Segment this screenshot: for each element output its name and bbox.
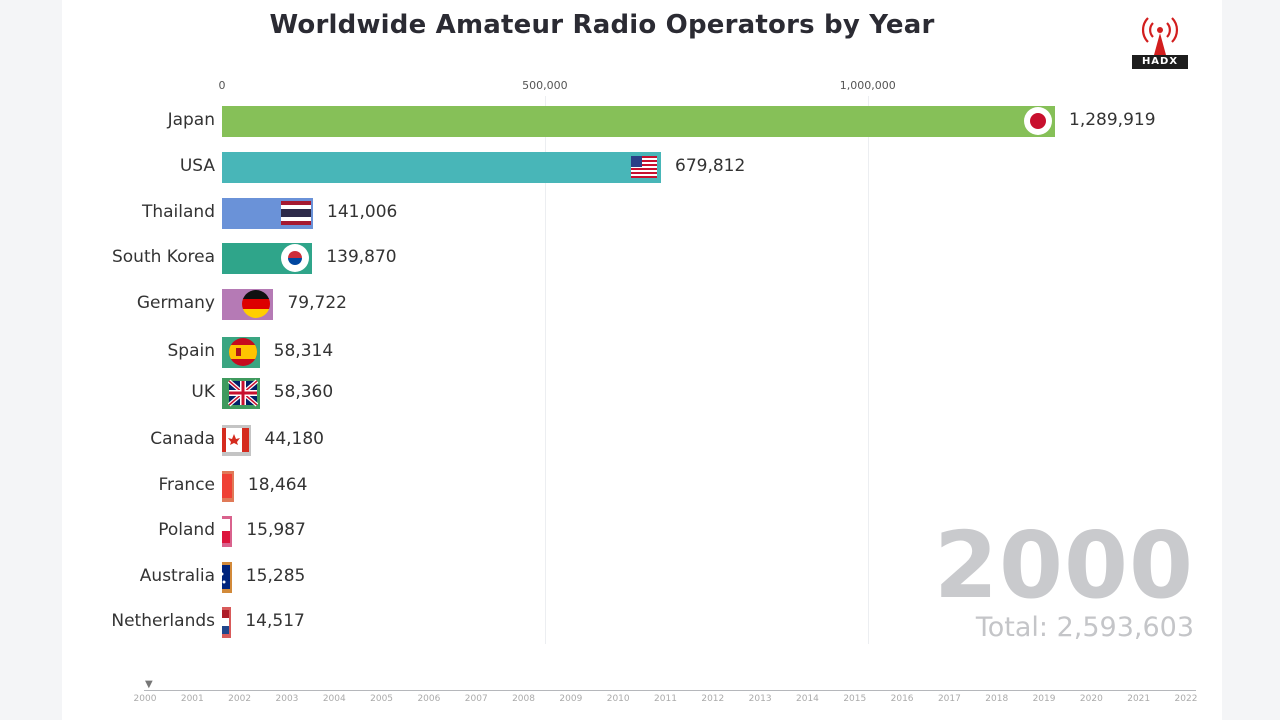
south-korea-flag-icon	[280, 243, 310, 273]
timeline-year-label[interactable]: 2008	[512, 694, 535, 704]
timeline-year-label[interactable]: 2000	[133, 694, 157, 704]
france-flag-icon	[222, 471, 232, 501]
gridline	[867, 96, 869, 644]
radio-tower-logo-icon	[1141, 17, 1179, 55]
timeline-year-label[interactable]: 2009	[559, 694, 583, 704]
x-tick-label: 1,000,000	[839, 79, 896, 92]
country-label: France	[158, 475, 215, 495]
timeline-year-label[interactable]: 2010	[606, 694, 630, 704]
country-label: South Korea	[111, 247, 215, 267]
value-label: 79,722	[287, 293, 347, 313]
country-label: Canada	[150, 429, 215, 449]
value-label: 58,360	[273, 382, 334, 402]
bar	[222, 562, 232, 593]
timeline-year-label[interactable]: 2018	[985, 694, 1009, 704]
spain-flag-icon	[228, 337, 258, 367]
value-label: 15,285	[245, 566, 306, 586]
value-label: 44,180	[264, 429, 324, 449]
bar	[222, 607, 232, 638]
timeline-year-label[interactable]: 2011	[654, 694, 677, 704]
timeline-year-label[interactable]: 2017	[937, 694, 961, 704]
country-label: Germany	[136, 293, 215, 313]
bar	[222, 516, 233, 547]
value-label: 58,314	[273, 341, 334, 361]
country-label: Japan	[167, 110, 215, 130]
gridline	[544, 96, 546, 644]
value-label: 18,464	[247, 475, 308, 495]
thailand-flag-icon	[281, 198, 312, 228]
timeline-year-label[interactable]: 2001	[180, 694, 204, 704]
usa-flag-icon	[629, 152, 659, 182]
country-label: Netherlands	[111, 611, 215, 631]
timeline-year-label[interactable]: 2022	[1174, 694, 1198, 704]
canada-flag-icon	[222, 425, 249, 455]
germany-flag-icon	[241, 289, 271, 319]
timeline-year-label[interactable]: 2012	[701, 694, 725, 704]
country-label: Spain	[167, 341, 216, 361]
country-label: Australia	[139, 566, 215, 586]
value-label: 679,812	[675, 156, 746, 176]
value-label: 14,517	[245, 611, 305, 631]
timeline-year-label[interactable]: 2015	[843, 694, 867, 704]
timeline-year-label[interactable]: 2014	[796, 694, 819, 704]
bar	[222, 425, 251, 456]
chart-title: Worldwide Amateur Radio Operators by Yea…	[269, 10, 935, 40]
timeline-marker-icon[interactable]: ▼	[145, 679, 153, 690]
timeline-year-label[interactable]: 2003	[275, 694, 299, 704]
value-label: 1,289,919	[1069, 110, 1156, 130]
country-label: USA	[179, 156, 215, 176]
timeline-year-label[interactable]: 2020	[1079, 694, 1103, 704]
timeline-track[interactable]	[144, 690, 1196, 691]
netherlands-flag-icon	[222, 607, 230, 637]
bar	[222, 243, 313, 274]
bar	[222, 152, 661, 183]
value-label: 139,870	[326, 247, 397, 267]
japan-flag-icon	[1023, 106, 1053, 136]
timeline-year-label[interactable]: 2007	[464, 694, 488, 704]
poland-flag-icon	[222, 516, 231, 546]
country-label: UK	[191, 382, 215, 402]
total-label: Total: 2,593,603	[975, 612, 1194, 643]
bar	[222, 198, 314, 229]
timeline-year-label[interactable]: 2006	[417, 694, 441, 704]
bar	[222, 337, 260, 368]
country-label: Thailand	[141, 202, 215, 222]
timeline-year-label[interactable]: 2005	[370, 694, 394, 704]
timeline-year-label[interactable]: 2019	[1032, 694, 1056, 704]
bar	[222, 378, 260, 409]
x-tick-label: 500,000	[522, 79, 568, 92]
timeline-year-label[interactable]: 2004	[322, 694, 346, 704]
bar	[222, 289, 274, 320]
year-label: 2000	[933, 512, 1194, 619]
australia-flag-icon	[222, 562, 230, 592]
value-label: 15,987	[246, 520, 306, 540]
logo-text: HADX	[1132, 55, 1188, 69]
value-label: 141,006	[327, 202, 398, 222]
country-label: Poland	[158, 520, 215, 540]
x-tick-label: 0	[218, 79, 226, 92]
timeline-year-label[interactable]: 2013	[748, 694, 772, 704]
uk-flag-icon	[227, 378, 258, 408]
bar	[222, 471, 234, 502]
timeline-year-label[interactable]: 2016	[890, 694, 914, 704]
timeline-year-label[interactable]: 2021	[1127, 694, 1151, 704]
timeline-year-label[interactable]: 2002	[228, 694, 252, 704]
bar	[222, 106, 1055, 137]
